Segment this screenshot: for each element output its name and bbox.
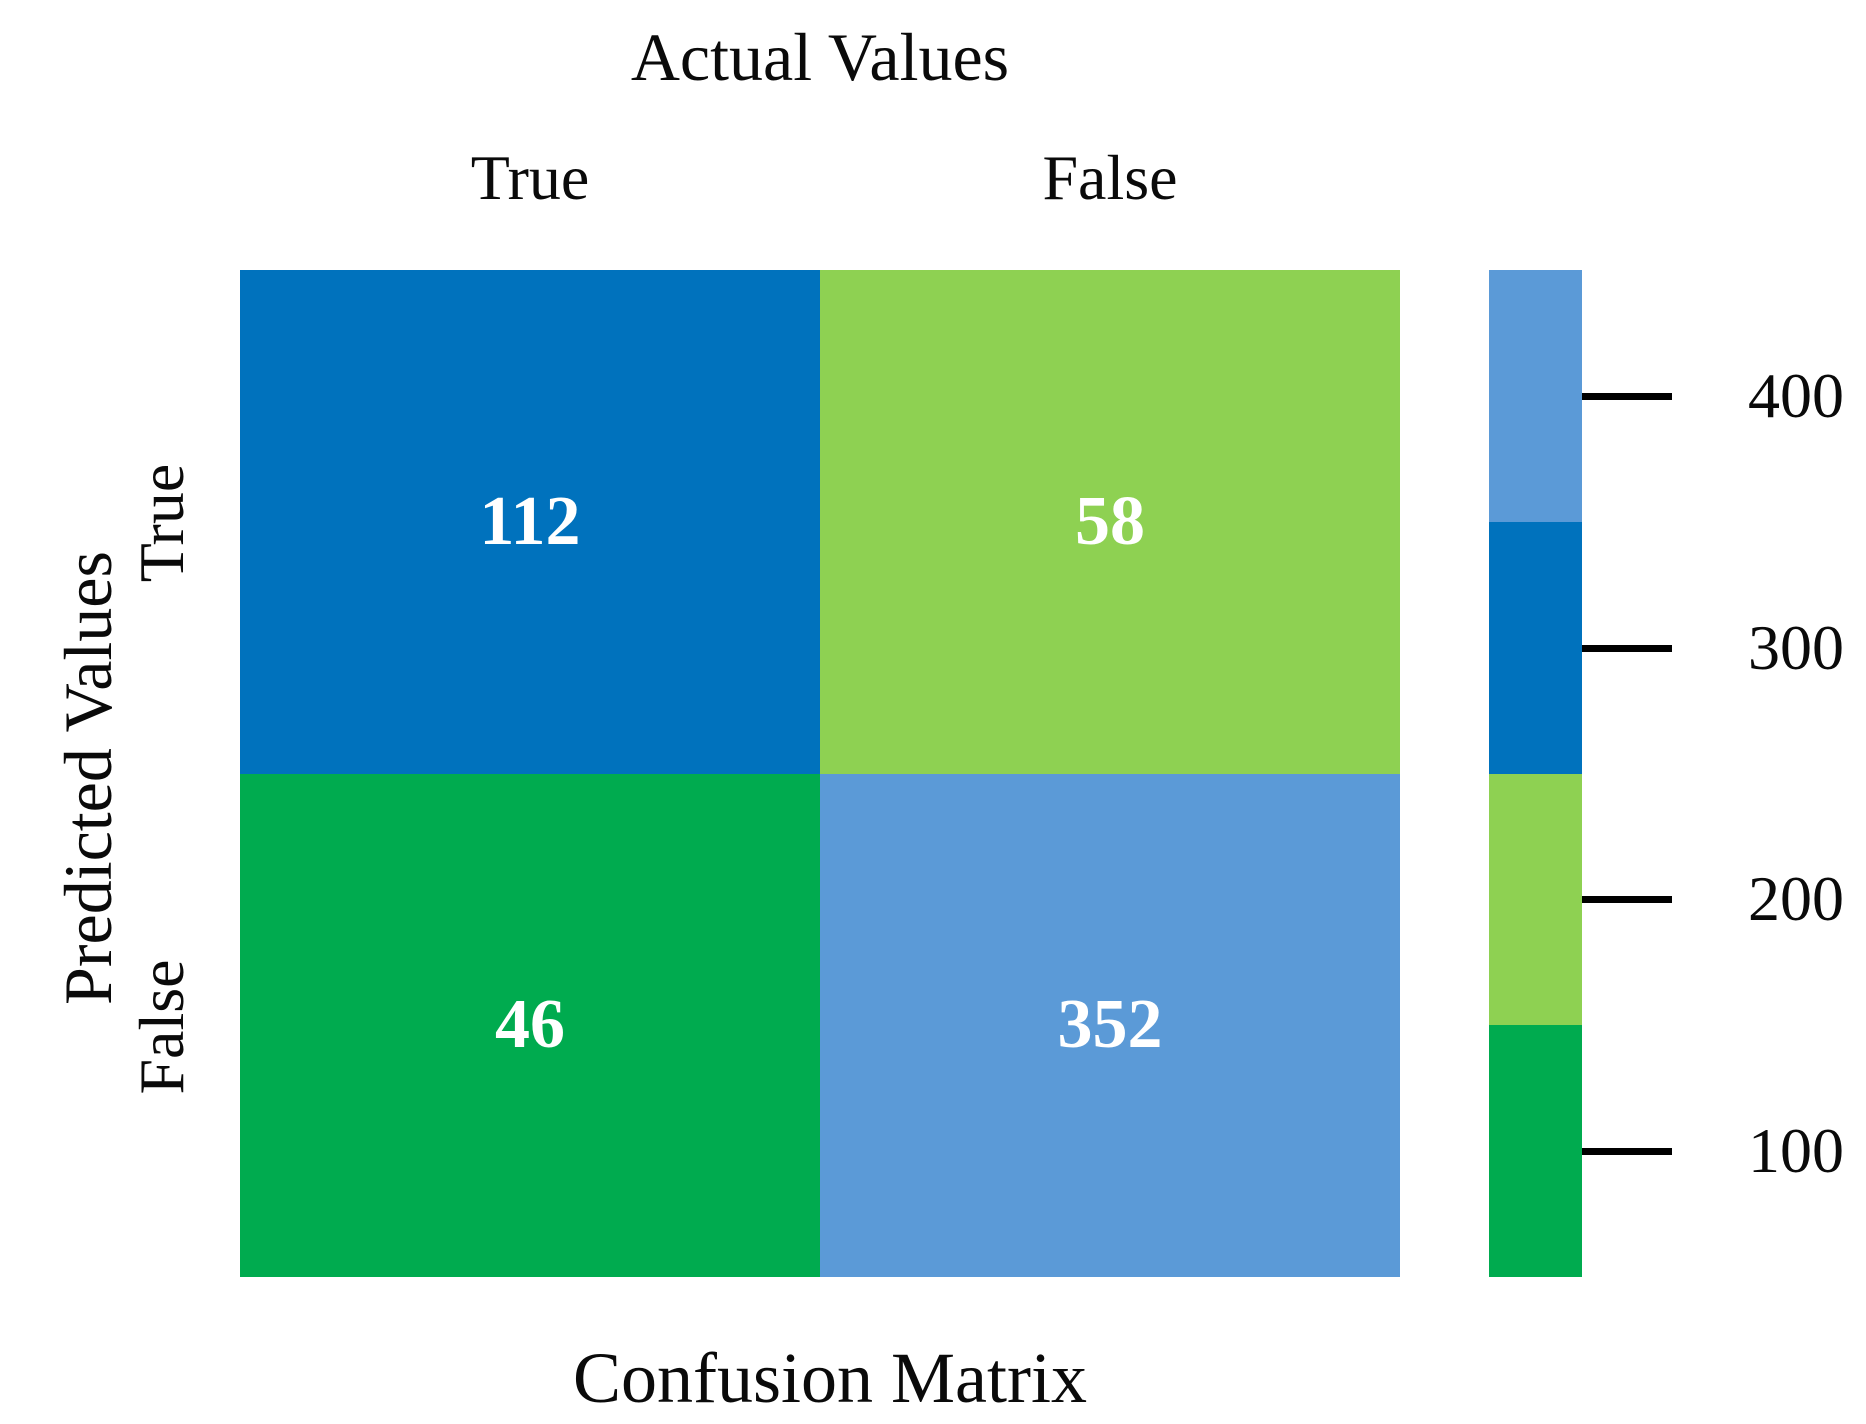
- colorbar-tick-label-300: 300: [1748, 612, 1844, 683]
- x-axis-title: Actual Values: [630, 19, 1010, 95]
- colorbar-tick-label-100: 100: [1748, 1115, 1844, 1186]
- colorbar-tick-label-200: 200: [1748, 863, 1844, 934]
- heatmap-grid: 112 58 46 352: [240, 270, 1400, 1277]
- chart-caption: Confusion Matrix: [573, 1338, 1087, 1418]
- cell-false-false: 352: [820, 773, 1400, 1277]
- colorbar-tick-mark: [1582, 393, 1672, 400]
- colorbar-tick-mark: [1582, 1148, 1672, 1155]
- cell-value: 352: [1057, 986, 1163, 1064]
- cell-value: 58: [1075, 482, 1145, 560]
- colorbar-segment-300: [1489, 521, 1582, 774]
- row-label-false: False: [126, 959, 197, 1095]
- cell-value: 112: [479, 482, 581, 560]
- cell-true-false: 58: [820, 270, 1400, 774]
- colorbar-tick-mark: [1582, 896, 1672, 903]
- cell-value: 46: [495, 986, 565, 1064]
- y-axis-title: Predicted Values: [50, 551, 126, 1005]
- colorbar-segment-100: [1489, 1025, 1582, 1277]
- cell-false-true: 46: [240, 773, 820, 1277]
- colorbar-segment-200: [1489, 773, 1582, 1026]
- colorbar-tick-label-400: 400: [1748, 360, 1844, 431]
- row-label-true: True: [126, 463, 197, 583]
- column-label-false: False: [1042, 142, 1178, 213]
- cell-true-true: 112: [240, 270, 820, 774]
- colorbar-segment-400: [1489, 270, 1582, 522]
- column-label-true: True: [470, 142, 590, 213]
- colorbar: [1489, 270, 1582, 1277]
- colorbar-tick-mark: [1582, 645, 1672, 652]
